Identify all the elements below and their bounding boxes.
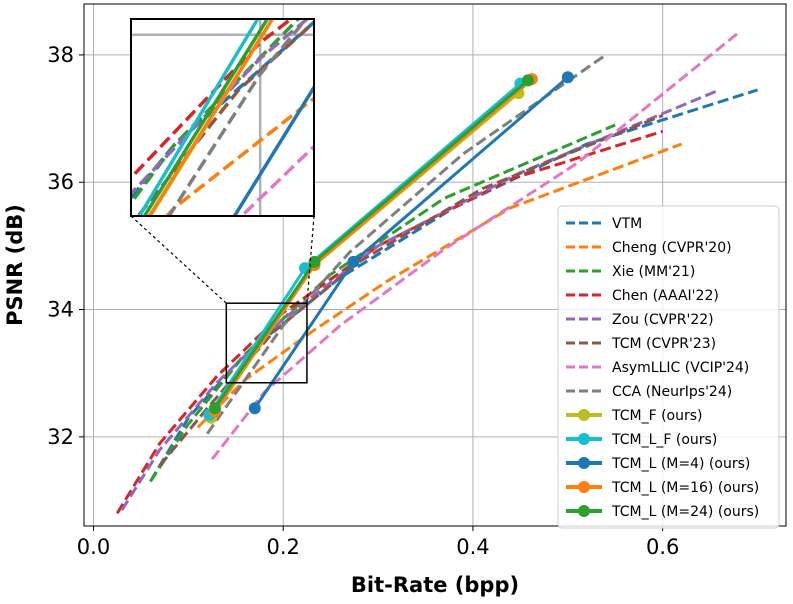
zoom-connector (130, 215, 227, 304)
legend-label: TCM_L (M=4) (ours) (611, 456, 750, 472)
x-axis-title: Bit-Rate (bpp) (351, 573, 519, 597)
y-axis-title: PSNR (dB) (3, 204, 27, 326)
series-line (147, 19, 275, 216)
legend-label: CCA (NeurIps'24) (612, 384, 732, 400)
legend-marker (578, 505, 590, 517)
series-cheng-cvpr-20 (196, 142, 683, 429)
y-tick-label: 38 (47, 43, 74, 67)
legend-label: TCM_L (M=16) (ours) (611, 480, 759, 496)
legend-item-tcm-l-m-4-ours: TCM_L (M=4) (ours) (566, 456, 750, 472)
x-tick-label: 0.2 (267, 535, 300, 559)
legend-item-tcm-l-f-ours: TCM_L_F (ours) (566, 432, 717, 448)
legend-item-xie-mm-21: Xie (MM'21) (566, 264, 695, 280)
series-line (196, 142, 683, 429)
legend-label: TCM_L_F (ours) (611, 432, 717, 448)
data-point (248, 402, 261, 415)
legend-label: TCM_L (M=24) (ours) (611, 504, 759, 520)
legend-label: Xie (MM'21) (612, 264, 695, 280)
series-tcm-l-m-24-ours (142, 19, 270, 216)
legend-item-zou-cvpr-22: Zou (CVPR'22) (566, 312, 714, 328)
legend-label: Zou (CVPR'22) (612, 312, 714, 328)
series-line (131, 19, 301, 206)
series-line (137, 19, 260, 216)
legend-box (557, 205, 780, 529)
plot-frame (83, 3, 787, 527)
zoom-indicator (130, 215, 315, 384)
legend-marker (578, 409, 590, 421)
legend: VTM Cheng (CVPR'20) Xie (MM'21) Chen (AAAI'… (557, 205, 780, 529)
series-tcm-cvpr-23 (158, 114, 664, 467)
series-tcm-l-m-16-ours (147, 19, 275, 216)
legend-item-cheng-cvpr-20: Cheng (CVPR'20) (566, 240, 732, 256)
legend-item-vtm: VTM (566, 216, 642, 232)
series-line (158, 114, 664, 467)
data-point (561, 71, 574, 84)
legend-marker (578, 433, 590, 445)
legend-item-chen-aaai-22: Chen (AAAI'22) (566, 288, 719, 304)
x-tick-label: 0.0 (77, 535, 110, 559)
legend-item-cca-neurips-24: CCA (NeurIps'24) (566, 384, 732, 400)
y-tick-label: 34 (47, 298, 74, 322)
x-tick-label: 0.6 (646, 535, 679, 559)
data-point (521, 74, 534, 87)
legend-item-tcm-l-m-16-ours: TCM_L (M=16) (ours) (566, 480, 759, 496)
legend-marker (578, 457, 590, 469)
series-line (142, 19, 270, 216)
data-point (347, 255, 360, 268)
x-tick-label: 0.4 (456, 535, 489, 559)
data-point (208, 402, 221, 415)
y-tick-label: 36 (47, 170, 74, 194)
legend-item-tcm-f-ours: TCM_F (ours) (566, 408, 703, 424)
legend-label: TCM_F (ours) (611, 408, 703, 424)
inset-frame (130, 18, 315, 217)
legend-label: VTM (612, 216, 642, 232)
inset-chart (130, 18, 315, 217)
legend-item-tcm-cvpr-23: TCM (CVPR'23) (566, 336, 716, 352)
zoom-region (225, 302, 308, 384)
series-xie-mm-21 (131, 19, 301, 206)
series-cca-neurips-24 (206, 53, 607, 435)
series-tcm-l-m-4-ours (248, 71, 574, 415)
axis-ticks: 0.0 0.2 0.4 0.6 32 34 36 38 (47, 43, 679, 559)
legend-label: TCM (CVPR'23) (611, 336, 716, 352)
series-line (232, 84, 314, 216)
legend-label: Chen (AAAI'22) (612, 288, 719, 304)
series-cca-neurips-24 (166, 19, 309, 216)
data-point (308, 255, 321, 268)
legend-item-tcm-l-m-24-ours: TCM_L (M=24) (ours) (566, 504, 759, 520)
series-tcm-l-m-24-ours (208, 74, 534, 415)
inset-background (131, 19, 314, 216)
legend-marker (578, 481, 590, 493)
series-line (206, 53, 607, 435)
series-tcm-l-m-4-ours (232, 84, 314, 216)
series-layer (115, 31, 758, 515)
series-tcm-l-f-ours (137, 19, 260, 216)
inset-plot (131, 19, 314, 216)
legend-item-asymllic-vcip-24: AsymLLIC (VCIP'24) (566, 360, 749, 376)
legend-label: AsymLLIC (VCIP'24) (612, 360, 749, 376)
y-tick-label: 32 (47, 425, 74, 449)
zoom-connector (306, 215, 315, 304)
series-zou-cvpr-22 (131, 19, 310, 197)
series-line (131, 19, 310, 197)
series-line (166, 19, 309, 216)
legend-label: Cheng (CVPR'20) (612, 240, 732, 256)
